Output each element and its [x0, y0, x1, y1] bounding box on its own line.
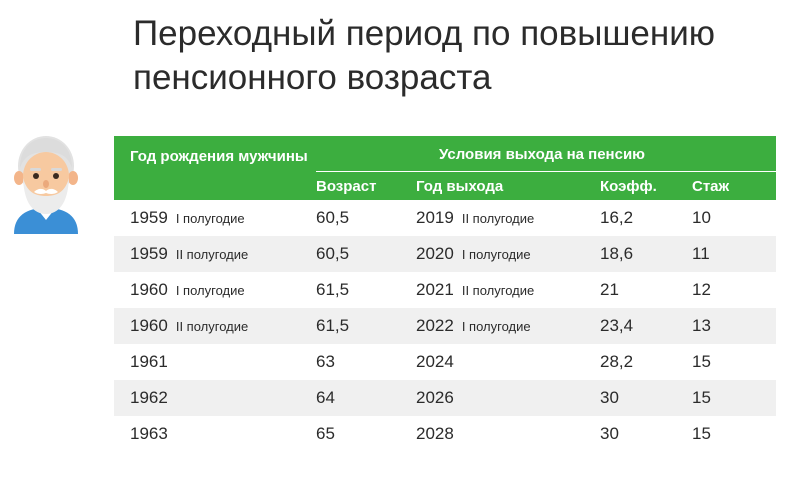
cell-coef: 28,2	[600, 352, 634, 371]
header-exit-year: Год выхода	[408, 172, 598, 200]
table-row: 1961 63 2024 28,2 15	[114, 344, 776, 380]
cell-age: 60,5	[308, 236, 408, 272]
cell-birth: 1959 II полугодие	[114, 236, 308, 272]
table-row: 1960 II полугодие 61,5 2022 I полугодие 23…	[114, 308, 776, 344]
header-divider	[316, 171, 776, 172]
table-row: 1962 64 2026 30 15	[114, 380, 776, 416]
cell-experience: 13	[692, 308, 776, 344]
exit-half: I полугодие	[461, 319, 531, 334]
cell-experience: 15	[692, 380, 776, 416]
birth-year: 1959	[130, 244, 168, 263]
cell-exit: 2026	[408, 380, 598, 416]
header-retirement-conditions: Условия выхода на пенсию	[308, 136, 776, 172]
cell-age: 60,5	[316, 208, 350, 227]
cell-experience: 11	[692, 236, 776, 272]
birth-half: II полугодие	[175, 319, 249, 334]
table-row: 1959 I полугодие 60,5 2019 II полугодие 16…	[114, 200, 776, 236]
exit-year: 2019	[416, 208, 454, 227]
page-title-line-2: пенсионного возраста	[133, 58, 492, 97]
cell-experience: 12	[692, 280, 711, 299]
cell-age: 61,5	[316, 280, 350, 299]
cell-exit: 2022 I полугодие	[408, 308, 598, 344]
table-row: 1963 65 2028 30 15	[114, 416, 776, 452]
cell-exit: 2021 II полугодие	[408, 272, 598, 308]
cell-experience: 10	[692, 208, 711, 227]
page-title-line-1: Переходный период по повышению	[133, 14, 716, 53]
header-coef: Коэфф.	[598, 172, 692, 200]
birth-year: 1963	[130, 424, 168, 443]
header-birth-year: Год рождения мужчины	[114, 136, 308, 200]
birth-year: 1961	[130, 352, 168, 371]
cell-age: 61,5	[308, 308, 408, 344]
cell-coef: 23,4	[598, 308, 692, 344]
cell-exit: 2019 II полугодие	[408, 200, 598, 236]
birth-year: 1959	[130, 208, 168, 227]
cell-birth: 1959 I полугодие	[114, 200, 308, 236]
cell-birth: 1960 I полугодие	[114, 272, 308, 308]
exit-half: II полугодие	[461, 211, 535, 226]
table-row: 1959 II полугодие 60,5 2020 I полугодие 18…	[114, 236, 776, 272]
header-retirement-conditions-label: Условия выхода на пенсию	[439, 145, 645, 163]
cell-birth: 1962	[114, 380, 308, 416]
table-row: 1960 I полугодие 61,5 2021 II полугодие 21…	[114, 272, 776, 308]
exit-year: 2022	[416, 316, 454, 335]
exit-half: I полугодие	[461, 247, 531, 262]
birth-half: I полугодие	[175, 211, 245, 226]
cell-birth: 1963	[114, 416, 308, 452]
exit-year: 2026	[416, 388, 454, 407]
cell-birth: 1961	[114, 344, 308, 380]
exit-year: 2024	[416, 352, 454, 371]
cell-exit: 2020 I полугодие	[408, 236, 598, 272]
cell-exit: 2028	[408, 416, 598, 452]
birth-year: 1960	[130, 316, 168, 335]
page-title: Переходный период по повышению пенсионно…	[133, 12, 715, 100]
cell-coef: 30	[600, 424, 619, 443]
cell-birth: 1960 II полугодие	[114, 308, 308, 344]
cell-experience: 15	[692, 424, 711, 443]
birth-year: 1960	[130, 280, 168, 299]
cell-coef: 16,2	[600, 208, 634, 227]
cell-coef: 21	[600, 280, 619, 299]
elderly-man-icon	[14, 136, 78, 234]
birth-year: 1962	[130, 388, 168, 407]
cell-experience: 15	[692, 352, 711, 371]
birth-half: I полугодие	[175, 283, 245, 298]
pension-table: Год рождения мужчины Условия выхода на п…	[114, 136, 776, 452]
cell-age: 65	[316, 424, 335, 443]
cell-exit: 2024	[408, 344, 598, 380]
exit-half: II полугодие	[461, 283, 535, 298]
header-experience: Стаж	[692, 172, 776, 200]
cell-coef: 30	[598, 380, 692, 416]
cell-age: 64	[308, 380, 408, 416]
header-age: Возраст	[308, 172, 408, 200]
exit-year: 2021	[416, 280, 454, 299]
exit-year: 2028	[416, 424, 454, 443]
cell-age: 63	[316, 352, 335, 371]
cell-coef: 18,6	[598, 236, 692, 272]
exit-year: 2020	[416, 244, 454, 263]
birth-half: II полугодие	[175, 247, 249, 262]
